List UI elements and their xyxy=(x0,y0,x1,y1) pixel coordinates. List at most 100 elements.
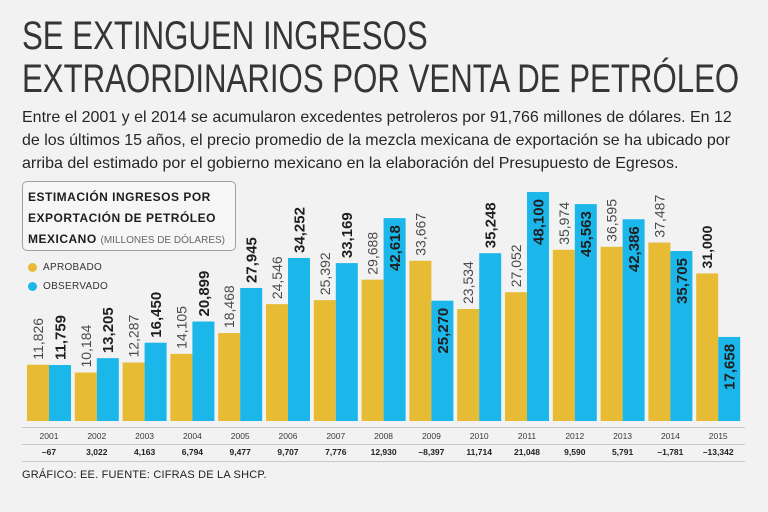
legend-label-observado: OBSERVADO xyxy=(43,281,109,292)
bar-aprobado-2008 xyxy=(361,279,384,421)
value-label-aprobado-2005: 18,468 xyxy=(221,285,237,328)
bar-aprobado-2006 xyxy=(266,304,288,421)
bar-observado-2001 xyxy=(49,365,71,421)
legend-swatch-aprobado xyxy=(28,263,37,272)
legend: APROBADO OBSERVADO xyxy=(28,258,108,296)
bar-aprobado-2003 xyxy=(122,362,145,421)
bar-aprobado-2011 xyxy=(505,292,527,421)
value-label-observado-2007: 33,169 xyxy=(339,212,356,258)
bar-aprobado-2013 xyxy=(600,246,623,421)
legend-swatch-observado xyxy=(28,282,37,291)
difference-label-2004: 6,794 xyxy=(182,447,204,457)
value-label-observado-2001: 11,759 xyxy=(52,315,69,360)
difference-label-2006: 9,707 xyxy=(277,447,299,457)
year-label-2015: 2015 xyxy=(709,431,728,441)
chart-title-line: MEXICANO (MILLONES DE DÓLARES) xyxy=(28,229,235,251)
intro-line: Entre el 2001 y el 2014 se acumularon ex… xyxy=(22,109,732,126)
value-label-aprobado-2011: 27,052 xyxy=(508,244,524,287)
bar-observado-2014 xyxy=(670,251,693,421)
value-label-observado-2005: 27,945 xyxy=(244,237,261,283)
difference-label-2010: 11,714 xyxy=(466,447,492,457)
chart-title-line: EXPORTACIÓN DE PETRÓLEO xyxy=(28,211,216,225)
difference-label-2002: 3,022 xyxy=(86,447,108,457)
bar-aprobado-2004 xyxy=(170,353,193,421)
source-credit: GRÁFICO: EE. FUENTE: CIFRAS DE LA SHCP. xyxy=(22,469,267,481)
intro-paragraph: Entre el 2001 y el 2014 se acumularon ex… xyxy=(22,106,757,175)
value-label-observado-2012: 45,563 xyxy=(578,211,595,257)
value-label-aprobado-2002: 10,184 xyxy=(78,324,94,367)
difference-label-2012: 9,590 xyxy=(564,447,586,457)
value-label-aprobado-2007: 25,392 xyxy=(317,252,333,295)
intro-line: arriba del estimado por el gobierno mexi… xyxy=(22,155,679,172)
value-label-observado-2010: 35,248 xyxy=(483,202,500,248)
year-label-2007: 2007 xyxy=(326,431,345,441)
year-label-2005: 2005 xyxy=(231,431,250,441)
bar-aprobado-2005 xyxy=(218,333,241,421)
chart-title-last-word: MEXICANO xyxy=(28,232,97,246)
value-label-observado-2002: 13,205 xyxy=(100,307,117,353)
bar-observado-2015 xyxy=(718,336,741,421)
difference-label-2013: 5,791 xyxy=(612,447,634,457)
bar-aprobado-2010 xyxy=(457,308,480,421)
year-label-2008: 2008 xyxy=(374,431,393,441)
value-label-observado-2009: 25,270 xyxy=(435,308,452,354)
difference-label-2014: –1,781 xyxy=(657,447,683,457)
value-label-aprobado-2006: 24,546 xyxy=(269,256,285,299)
intro-line: de los últimos 15 años, el precio promed… xyxy=(22,132,730,149)
bar-observado-2012 xyxy=(574,204,597,421)
bar-aprobado-2015 xyxy=(696,273,719,421)
difference-label-2007: 7,776 xyxy=(325,447,347,457)
bar-aprobado-2007 xyxy=(313,300,336,421)
headline-line-2: EXTRAORDINARIOS POR VENTA DE PETRÓLEO xyxy=(22,57,740,101)
bar-observado-2009 xyxy=(431,300,454,421)
year-label-2014: 2014 xyxy=(661,431,680,441)
value-label-aprobado-2008: 29,688 xyxy=(365,232,381,275)
bar-observado-2007 xyxy=(335,263,358,421)
bar-observado-2008 xyxy=(383,218,406,421)
headline-line-1: SE EXTINGUEN INGRESOS xyxy=(22,15,428,58)
value-label-observado-2003: 16,450 xyxy=(148,292,165,338)
value-label-observado-2008: 42,618 xyxy=(387,225,404,271)
difference-label-2015: –13,342 xyxy=(703,447,734,457)
difference-label-2009: –8,397 xyxy=(418,447,444,457)
difference-label-2005: 9,477 xyxy=(230,447,252,457)
value-label-aprobado-2004: 14,105 xyxy=(173,306,189,349)
bar-aprobado-2014 xyxy=(648,242,671,421)
value-label-aprobado-2009: 33,667 xyxy=(412,213,428,256)
bar-observado-2006 xyxy=(288,257,310,421)
bar-observado-2005 xyxy=(240,287,263,421)
bar-observado-2010 xyxy=(479,253,502,421)
year-label-2002: 2002 xyxy=(87,431,106,441)
value-label-observado-2013: 42,386 xyxy=(626,226,643,272)
bar-chart: 11,826 11,759 2001 –67 10,184 13,205 2002 3,022… xyxy=(22,192,745,462)
chart-title-box: ESTIMACIÓN INGRESOS POR EXPORTACIÓN DE P… xyxy=(22,181,236,251)
value-label-observado-2004: 20,899 xyxy=(196,271,213,317)
year-label-2009: 2009 xyxy=(422,431,441,441)
value-label-aprobado-2013: 36,595 xyxy=(604,199,620,242)
year-label-2011: 2011 xyxy=(518,431,537,441)
value-label-aprobado-2012: 35,974 xyxy=(556,202,572,245)
headline: SE EXTINGUEN INGRESOS EXTRAORDINARIOS PO… xyxy=(22,15,757,101)
value-label-observado-2006: 34,252 xyxy=(291,207,308,253)
difference-label-2011: 21,048 xyxy=(514,447,540,457)
bar-aprobado-2009 xyxy=(409,260,432,421)
value-label-observado-2014: 35,705 xyxy=(674,258,691,304)
bar-aprobado-2002 xyxy=(74,372,97,421)
difference-label-2001: –67 xyxy=(42,447,56,457)
year-label-2013: 2013 xyxy=(613,431,632,441)
value-label-aprobado-2014: 37,487 xyxy=(651,195,667,238)
year-label-2010: 2010 xyxy=(470,431,489,441)
value-label-aprobado-2003: 12,287 xyxy=(126,314,142,357)
bar-observado-2013 xyxy=(622,219,645,421)
year-label-2003: 2003 xyxy=(135,431,154,441)
bar-observado-2004 xyxy=(192,321,215,421)
bar-observado-2011 xyxy=(527,192,549,421)
value-label-aprobado-2001: 11,826 xyxy=(30,318,46,360)
bar-aprobado-2001 xyxy=(27,364,49,421)
bar-observado-2003 xyxy=(144,342,167,421)
legend-item-aprobado: APROBADO xyxy=(28,258,108,277)
year-label-2006: 2006 xyxy=(279,431,298,441)
year-label-2004: 2004 xyxy=(183,431,202,441)
value-label-aprobado-2010: 23,534 xyxy=(460,261,476,304)
